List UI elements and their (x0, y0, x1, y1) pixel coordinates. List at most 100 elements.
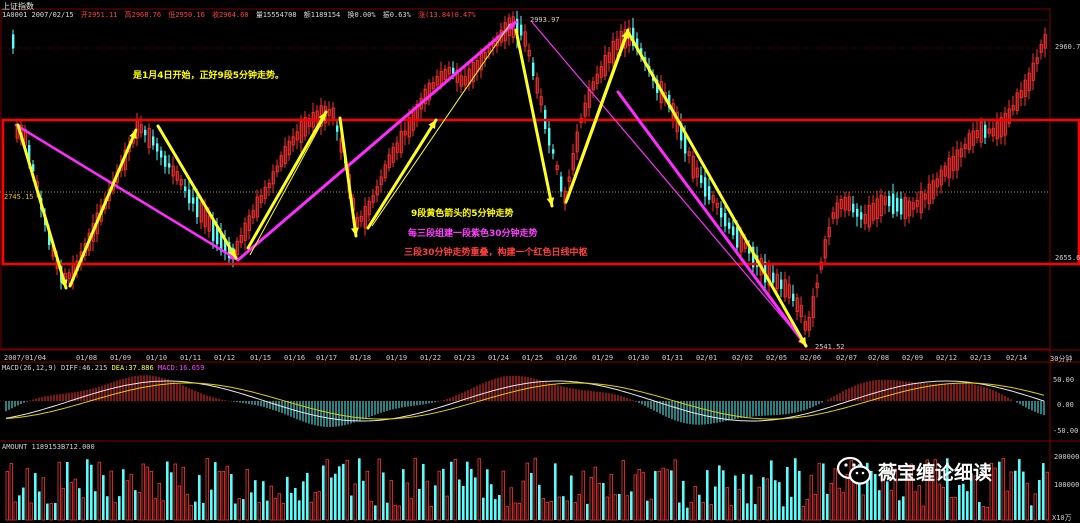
candle-up (291, 136, 295, 146)
amount-bar (490, 484, 493, 520)
amount-bar (765, 478, 769, 521)
candle-up (687, 151, 691, 157)
amount-bar (734, 475, 737, 520)
amount-bar (521, 480, 525, 521)
amount-bar (714, 486, 717, 520)
amount-bar (609, 474, 613, 521)
candle-up (247, 215, 251, 231)
candle-up (243, 222, 247, 241)
candle-down (520, 24, 523, 36)
amount-bar (989, 462, 993, 521)
candle-up (1023, 79, 1027, 97)
amount-bar (993, 467, 997, 521)
candle-up (823, 239, 827, 259)
candle-up (583, 102, 587, 117)
candle-up (695, 167, 699, 178)
candle-up (275, 165, 279, 173)
candle-up (1043, 34, 1047, 49)
candle-up (843, 196, 847, 211)
date-tick-6: 01/15 (250, 354, 272, 362)
candle-up (179, 179, 183, 186)
index-title: 上证指数 (2, 2, 34, 11)
candle-up (963, 143, 967, 149)
amount-bar (302, 481, 305, 520)
amount-bar (102, 475, 105, 520)
yellow-arrow-7 (514, 28, 554, 208)
amount-bar (586, 503, 589, 520)
candle-up (255, 196, 259, 218)
amount-bar (538, 484, 541, 520)
amount-bar (593, 466, 597, 521)
amount-bar (637, 468, 641, 521)
yellow-arrow-3 (156, 124, 238, 260)
candle-down (164, 155, 167, 167)
amount-bar (794, 458, 797, 520)
amount-bar (106, 496, 109, 520)
amount-bar (661, 467, 665, 521)
candle-up (927, 183, 931, 205)
amount-bar (46, 503, 49, 520)
candle-down (220, 231, 223, 252)
candle-up (787, 284, 791, 299)
amount-bar (682, 480, 685, 520)
amount-bar (706, 470, 709, 520)
quote-info-bar: 1A0001 2007/02/15 开2951.11 高2968.76 低295… (2, 10, 479, 20)
candle-up (139, 124, 143, 134)
amount-bar (217, 471, 221, 521)
candle-down (452, 67, 455, 74)
macd-value: MACD:16.659 (157, 364, 205, 372)
candle-up (871, 202, 875, 221)
amount-bar (445, 495, 449, 521)
amount-bar (946, 458, 949, 520)
candle-up (387, 154, 391, 169)
candle-up (487, 47, 491, 54)
amount-bar (817, 463, 821, 521)
amount-bar (358, 458, 361, 520)
candle-up (915, 199, 919, 207)
annotation-red: 三段30分钟走势重叠，构建一个红色日线中枢 (404, 248, 588, 258)
candle-down (184, 186, 187, 192)
amount-bar (557, 496, 561, 521)
candle-up (991, 127, 995, 137)
period-label[interactable]: 30分钟 (1050, 355, 1073, 363)
amount-bar (933, 459, 937, 521)
amplitude-value: 振0.63% (382, 11, 411, 19)
amount-bar (554, 463, 557, 520)
amount-bar (874, 474, 877, 520)
date-tick-18: 01/31 (662, 354, 684, 362)
amount-bar (754, 504, 757, 520)
amount-bar (466, 461, 469, 520)
amount-bar (689, 501, 693, 521)
amount-bar (581, 470, 585, 521)
amount-bar (94, 491, 97, 520)
amount-bar (837, 487, 841, 521)
amount-bar (729, 505, 733, 521)
amount-bar (750, 474, 753, 520)
amount-bar (277, 493, 281, 521)
amount-bar (393, 504, 397, 521)
amount-bar (90, 464, 93, 520)
amount-bar (61, 487, 65, 521)
amount-bar (5, 471, 9, 521)
candle-up (875, 198, 879, 220)
amount-bar (173, 463, 177, 521)
yellow-arrow-7-head (546, 197, 555, 206)
amount-bar (970, 473, 973, 520)
amount-bar (966, 491, 969, 520)
candle-up (67, 272, 71, 279)
amount-bar (913, 491, 917, 521)
amount-bar (18, 495, 21, 520)
amount-bar (1033, 493, 1037, 521)
amount-bar (29, 502, 33, 521)
candle-up (603, 54, 607, 77)
amount-bar (257, 502, 261, 521)
date-tick-26: 02/12 (936, 354, 958, 362)
magenta-thin-line (531, 21, 807, 346)
amount-bar (437, 470, 441, 521)
amount-bar (22, 487, 25, 520)
amount-bar (369, 500, 373, 521)
amount-bar (657, 471, 661, 521)
amount-bar (742, 474, 745, 520)
amount-bar (949, 497, 953, 521)
